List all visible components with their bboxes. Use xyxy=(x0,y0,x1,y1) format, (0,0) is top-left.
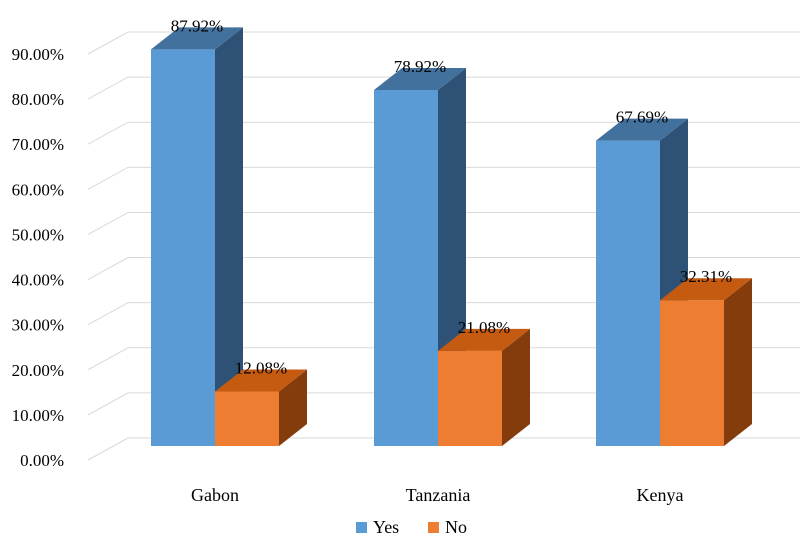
data-label-yes-tanzania: 78.92% xyxy=(394,57,446,76)
bar-yes-kenya xyxy=(596,140,660,446)
bar-no-tanzania xyxy=(438,350,502,446)
bar-no-kenya xyxy=(660,300,724,446)
y-tick-label: 20.00% xyxy=(12,361,64,380)
category-label-kenya: Kenya xyxy=(637,485,684,505)
gridline xyxy=(87,257,800,280)
bar-top-no-kenya xyxy=(660,278,752,301)
gridline xyxy=(87,392,800,416)
bar-side-yes-gabon xyxy=(215,27,243,446)
data-labels: 87.92% 12.08% 78.92% 21.08% 67.69% 32.31% xyxy=(171,16,732,377)
gridline xyxy=(87,76,800,100)
y-tick-label: 90.00% xyxy=(12,45,64,64)
bar-side-no-gabon xyxy=(279,369,307,446)
y-tick-label: 80.00% xyxy=(12,90,64,109)
data-label-yes-gabon: 87.92% xyxy=(171,16,223,35)
bar-top-no-gabon xyxy=(215,369,307,392)
y-axis-ticks: 0.00% 10.00% 20.00% 30.00% 40.00% 50.00% 60.00… xyxy=(12,45,64,470)
legend-label-yes: Yes xyxy=(373,517,399,536)
bar-yes-gabon xyxy=(151,49,215,446)
gridlines xyxy=(87,31,800,461)
gridline xyxy=(87,437,800,461)
category-label-gabon: Gabon xyxy=(191,485,239,505)
data-label-yes-kenya: 67.69% xyxy=(616,108,668,127)
bar-top-yes-gabon xyxy=(151,27,243,50)
bar-side-no-kenya xyxy=(724,278,752,446)
data-label-no-tanzania: 21.08% xyxy=(458,318,510,337)
legend-swatch-no xyxy=(428,522,439,533)
gridline xyxy=(87,347,800,371)
data-label-no-kenya: 32.31% xyxy=(680,267,732,286)
legend-swatch-yes xyxy=(356,522,367,533)
bars xyxy=(151,27,752,447)
y-tick-label: 0.00% xyxy=(20,451,64,470)
y-tick-label: 10.00% xyxy=(12,406,64,425)
gridline xyxy=(87,121,800,145)
data-label-no-gabon: 12.08% xyxy=(235,359,287,378)
gridline xyxy=(87,166,800,190)
bar-yes-tanzania xyxy=(374,89,438,447)
gridline xyxy=(87,31,800,55)
y-tick-label: 60.00% xyxy=(12,180,64,199)
y-tick-label: 70.00% xyxy=(12,135,64,154)
y-tick-label: 30.00% xyxy=(12,316,64,335)
bar-top-no-tanzania xyxy=(438,328,530,351)
y-tick-label: 50.00% xyxy=(12,225,64,244)
legend: Yes No xyxy=(356,517,467,537)
y-tick-label: 40.00% xyxy=(12,271,64,290)
bar-side-no-tanzania xyxy=(502,328,530,446)
x-axis-categories: Gabon Tanzania Kenya xyxy=(191,485,683,505)
legend-label-no: No xyxy=(445,517,467,536)
bar-no-gabon xyxy=(215,391,279,446)
category-label-tanzania: Tanzania xyxy=(406,485,471,505)
gridline xyxy=(87,211,800,235)
gridline xyxy=(87,302,800,326)
bar-top-yes-tanzania xyxy=(374,67,466,90)
bar-top-yes-kenya xyxy=(596,118,688,141)
